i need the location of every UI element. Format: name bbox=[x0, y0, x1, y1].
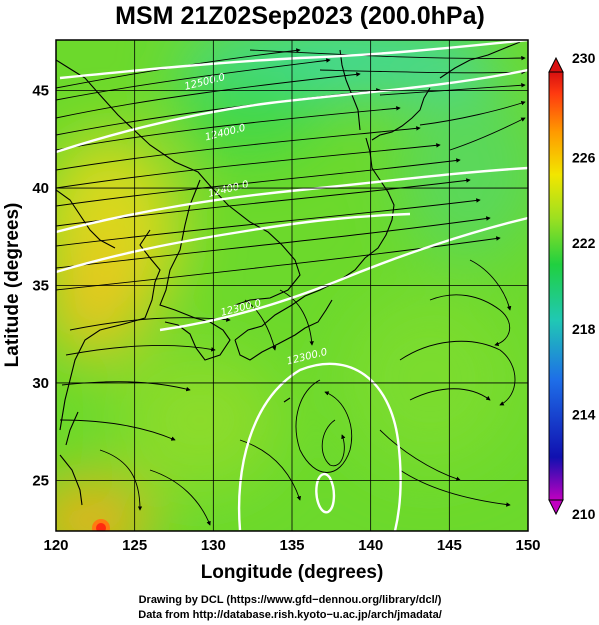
y-tick-label: 45 bbox=[32, 83, 49, 100]
x-tick-labels: 120 125 130 135 140 145 150 bbox=[43, 537, 540, 554]
colorbar-gradient bbox=[548, 71, 564, 501]
y-tick-label: 35 bbox=[32, 278, 49, 295]
x-tick-label: 145 bbox=[437, 537, 462, 554]
y-axis-label: Latitude (degrees) bbox=[2, 203, 23, 368]
credit-data: Data from http://database.rish.kyoto−u.a… bbox=[138, 609, 442, 621]
y-tick-label: 25 bbox=[32, 472, 49, 489]
y-tick-label: 40 bbox=[32, 180, 49, 197]
y-tick-labels: 25 30 35 40 45 bbox=[32, 83, 49, 490]
colorbar-tick-label: 226 bbox=[572, 150, 596, 166]
x-tick-label: 150 bbox=[515, 537, 540, 554]
colorbar: 210 214 218 222 226 230 bbox=[548, 50, 596, 522]
x-tick-label: 125 bbox=[122, 537, 147, 554]
colorbar-tick-label: 210 bbox=[572, 506, 596, 522]
x-tick-label: 135 bbox=[279, 537, 304, 554]
colorbar-top-triangle bbox=[548, 56, 564, 73]
colorbar-bottom-triangle bbox=[548, 499, 564, 516]
chart-title: MSM 21Z02Sep2023 (200.0hPa) bbox=[115, 2, 485, 30]
contours bbox=[56, 40, 528, 531]
colorbar-tick-label: 222 bbox=[572, 235, 596, 251]
y-tick-label: 30 bbox=[32, 375, 49, 392]
x-tick-label: 140 bbox=[358, 537, 383, 554]
colorbar-tick-labels: 210 214 218 222 226 230 bbox=[572, 50, 596, 522]
coastlines bbox=[56, 41, 521, 506]
colorbar-tick-label: 230 bbox=[572, 50, 596, 66]
plot-area bbox=[56, 40, 528, 531]
colorbar-tick-label: 218 bbox=[572, 321, 596, 337]
plot-frame bbox=[55, 39, 529, 532]
warm-core bbox=[92, 519, 110, 531]
streamlines bbox=[56, 48, 526, 526]
x-tick-label: 120 bbox=[43, 537, 68, 554]
x-tick-label: 130 bbox=[201, 537, 226, 554]
credit-drawing: Drawing by DCL (https://www.gfd−dennou.o… bbox=[139, 594, 442, 606]
colorbar-tick-label: 214 bbox=[572, 406, 596, 422]
x-axis-label: Longitude (degrees) bbox=[201, 562, 384, 583]
field-shading bbox=[56, 40, 528, 531]
